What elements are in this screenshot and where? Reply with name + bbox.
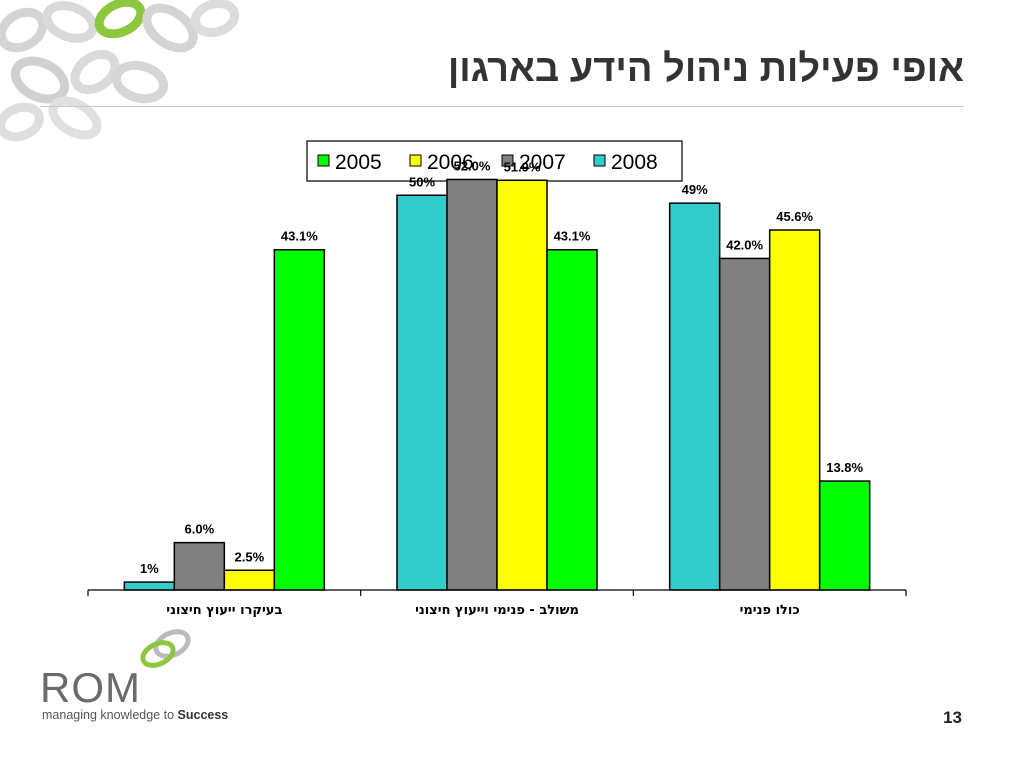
chart-bars [123, 178, 871, 591]
logo-tagline: managing knowledge to Success [42, 708, 228, 722]
value-label-2007-cat-2: 42.0% [726, 237, 763, 252]
bar-2007-cat-1 [446, 178, 498, 591]
value-label-2008-cat-2: 49% [682, 182, 708, 197]
bar-2008-cat-0 [123, 581, 176, 591]
legend-swatch-2005 [317, 154, 330, 167]
logo-tagline-text: managing knowledge to [42, 708, 178, 722]
legend-label-2006: 2006 [427, 151, 474, 174]
logo-word: ROM [40, 664, 141, 711]
value-label-2008-cat-0: 1% [140, 561, 159, 576]
value-label-2005-cat-0: 43.1% [281, 229, 318, 244]
value-label-2005-cat-1: 43.1% [554, 229, 591, 244]
legend-swatch-2007 [501, 154, 514, 167]
decorative-rings [0, 0, 240, 142]
chart-x-axis [87, 589, 907, 596]
bar-2005-cat-0 [273, 248, 326, 591]
bar-2005-cat-2 [818, 480, 871, 591]
category-label-1: משולב - פנימי וייעוץ חיצוני [415, 603, 579, 618]
bar-2008-cat-1 [396, 194, 448, 591]
bar-2007-cat-0 [173, 541, 226, 591]
chart-tick-labels: בעיקרו ייעוץ חיצוני משולב - פנימי וייעוץ … [166, 603, 799, 618]
legend-swatch-2006 [409, 154, 422, 167]
chart-value-labels: 1% 6.0% 2.5% 43.1% 50% 52.0% 51.9% 43.1% 49% 42.0… [140, 158, 864, 576]
bar-2006-cat-1 [496, 179, 548, 591]
value-label-2006-cat-0: 2.5% [235, 549, 265, 564]
legend-label-2008: 2008 [611, 151, 658, 174]
legend-box [306, 140, 683, 182]
bar-2007-cat-2 [718, 257, 771, 591]
rom-logo-mark [140, 629, 191, 668]
logo-tagline-bold: Success [177, 708, 229, 722]
slide-title: אופי פעילות ניהול הידע בארגון [447, 48, 964, 90]
bar-chart: 2005 2006 2007 2008 1% 6.0% 2.5% 43.1% 50% 52.0%… [87, 140, 907, 618]
value-label-2007-cat-0: 6.0% [185, 522, 215, 537]
category-label-0: בעיקרו ייעוץ חיצוני [166, 603, 282, 618]
legend-label-2005: 2005 [335, 151, 382, 174]
legend-label-2007: 2007 [519, 151, 566, 174]
bar-2008-cat-2 [668, 202, 721, 591]
title-divider [40, 106, 964, 107]
bar-2006-cat-0 [223, 569, 276, 591]
value-label-2005-cat-2: 13.8% [826, 460, 863, 475]
bar-2005-cat-1 [546, 248, 598, 591]
legend-swatch-2008 [593, 154, 606, 167]
page-number: 13 [943, 708, 962, 727]
value-label-2006-cat-2: 45.6% [776, 209, 813, 224]
bar-2006-cat-2 [768, 229, 821, 591]
value-label-2006-cat-1: 51.9% [504, 159, 541, 174]
value-label-2007-cat-1: 52.0% [454, 158, 491, 173]
category-label-2: כולו פנימי [740, 603, 800, 618]
value-label-2008-cat-1: 50% [409, 174, 435, 189]
chart-legend: 2005 2006 2007 2008 [306, 140, 683, 182]
